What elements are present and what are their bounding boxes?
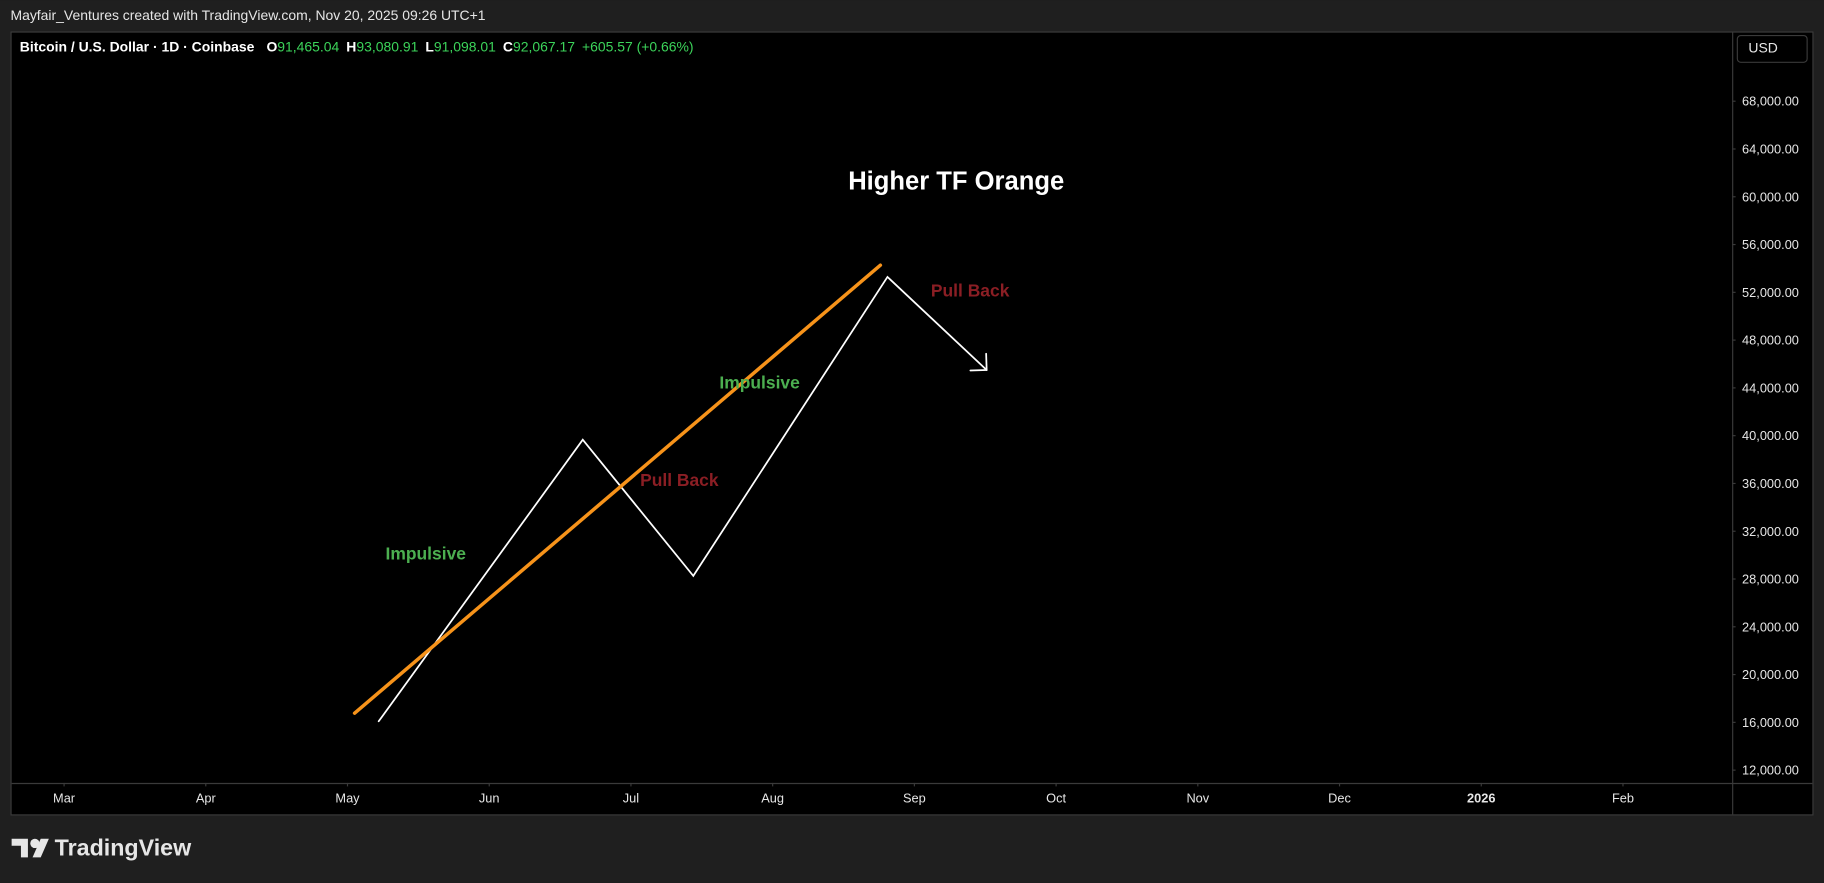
ohlc-value: 91,465.04: [277, 38, 339, 54]
y-tick-label: 36,000.00: [1742, 476, 1799, 491]
y-tick-label: 44,000.00: [1742, 380, 1799, 395]
x-tick-label: Jun: [479, 791, 500, 806]
x-tick-label: Aug: [761, 791, 784, 806]
chart-title: Higher TF Orange: [848, 167, 1064, 195]
trend-line: [377, 275, 988, 723]
ohlc-key: L: [425, 38, 434, 54]
logo-dot: [30, 838, 40, 849]
x-tick-label: Sep: [903, 791, 926, 806]
y-tick-label: 12,000.00: [1742, 763, 1799, 778]
x-tick-label: Mar: [53, 791, 76, 806]
logo-mark: [11, 838, 28, 858]
currency-button[interactable]: [1736, 34, 1808, 63]
credit: Mayfair_Ventures created with TradingVie…: [10, 7, 485, 23]
y-tick-label: 64,000.00: [1742, 142, 1799, 157]
ohlc-key: H: [346, 38, 356, 54]
x-tick-label: 2026: [1467, 791, 1495, 806]
y-tick-label: 68,000.00: [1742, 94, 1799, 109]
ohlc-value: 92,067.17: [513, 38, 575, 54]
x-tick-label: Feb: [1612, 791, 1634, 806]
y-tick-label: 40,000.00: [1742, 428, 1799, 443]
ohlc-value: 93,080.91: [356, 38, 418, 54]
symbol-legend: Bitcoin / U.S. Dollar · 1D · Coinbase O9…: [20, 38, 694, 54]
y-tick-label: 48,000.00: [1742, 333, 1799, 348]
x-tick-label: Oct: [1046, 791, 1066, 806]
annotation: Impulsive: [386, 544, 467, 564]
y-tick-label: 60,000.00: [1742, 189, 1799, 204]
y-tick-label: 16,000.00: [1742, 715, 1799, 730]
currency[interactable]: USD: [1748, 40, 1777, 56]
brand: TradingView: [55, 834, 192, 860]
y-tick-label: 20,000.00: [1742, 667, 1799, 682]
trend-line: [352, 263, 883, 715]
x-tick-label: Dec: [1328, 791, 1351, 806]
x-tick-label: Apr: [196, 791, 217, 806]
change: +605.57 (+0.66%): [582, 38, 694, 54]
annotation: Pull Back: [640, 470, 719, 490]
x-tick-label: Jul: [623, 791, 639, 806]
chart-frame: [10, 31, 1814, 816]
x-tick-label: Nov: [1186, 791, 1209, 806]
ohlc-key: C: [503, 38, 513, 54]
tradingview-logo: TradingView: [11, 834, 192, 860]
ohlc-key: O: [266, 38, 277, 54]
annotation: Pull Back: [931, 281, 1010, 301]
ohlc-value: 91,098.01: [434, 38, 496, 54]
x-tick-label: May: [335, 791, 360, 806]
y-tick-label: 28,000.00: [1742, 572, 1799, 587]
y-tick-label: 56,000.00: [1742, 237, 1799, 252]
symbol: Bitcoin / U.S. Dollar · 1D · Coinbase: [20, 38, 255, 54]
annotation: Impulsive: [719, 373, 800, 393]
y-tick-label: 32,000.00: [1742, 524, 1799, 539]
y-tick-label: 24,000.00: [1742, 619, 1799, 634]
arrowhead: [985, 352, 988, 371]
y-tick-label: 52,000.00: [1742, 285, 1799, 300]
arrowhead: [969, 369, 988, 372]
logo-slash: [32, 838, 49, 858]
